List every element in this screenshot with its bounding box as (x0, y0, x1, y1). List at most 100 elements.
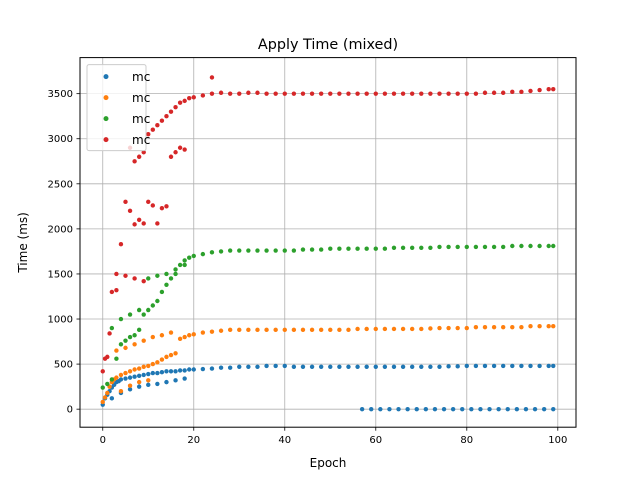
data-point (209, 329, 215, 334)
data-point (150, 303, 156, 308)
y-tick-label: 1500 (48, 269, 73, 280)
data-point (150, 361, 156, 367)
data-point (227, 327, 233, 333)
data-point (482, 363, 488, 369)
data-point (177, 100, 183, 105)
data-point (455, 244, 460, 250)
data-point (141, 150, 146, 155)
data-point (551, 243, 556, 249)
data-point (136, 366, 142, 371)
data-point (282, 327, 287, 333)
data-point (291, 91, 297, 96)
data-point (450, 406, 456, 412)
data-point (496, 406, 501, 412)
y-axis-label: Time (ms) (16, 212, 30, 274)
data-point (546, 243, 551, 249)
data-point (291, 248, 297, 253)
data-point (132, 276, 137, 281)
data-point (109, 289, 115, 295)
grid-layer (80, 57, 576, 428)
plot-frame (79, 57, 577, 428)
data-point (400, 245, 406, 251)
data-point (369, 406, 374, 412)
legend-marker-2 (103, 95, 109, 101)
data-point (382, 246, 388, 251)
data-point (273, 363, 278, 369)
data-point (200, 330, 206, 335)
data-point (255, 248, 260, 253)
data-point (141, 221, 146, 226)
data-point (237, 364, 242, 370)
data-point (391, 245, 397, 251)
legend-marker-4 (103, 137, 109, 143)
data-point (164, 354, 169, 360)
data-point (551, 406, 556, 412)
data-point (537, 243, 542, 249)
data-point (455, 364, 460, 369)
data-point (346, 246, 351, 251)
data-point (309, 91, 315, 96)
data-point (273, 248, 278, 253)
data-point (446, 364, 451, 369)
data-point (164, 113, 169, 119)
data-point (528, 88, 533, 94)
data-point (146, 199, 151, 205)
y-tick-label: 3000 (48, 134, 73, 145)
data-point (491, 90, 497, 95)
data-point (400, 91, 406, 96)
data-point (123, 376, 128, 381)
x-tick-label: 100 (548, 435, 567, 446)
data-point (373, 91, 378, 96)
data-point (455, 325, 460, 331)
data-point (309, 327, 315, 333)
data-point (155, 221, 160, 226)
data-point (227, 91, 233, 96)
data-point (255, 90, 260, 95)
data-point (510, 324, 515, 330)
data-point (237, 327, 242, 333)
data-point (328, 91, 333, 96)
data-point (182, 147, 187, 152)
data-point (146, 363, 151, 369)
data-point (282, 91, 287, 96)
data-point (218, 90, 224, 95)
data-point (127, 369, 133, 374)
data-point (136, 154, 142, 159)
data-point (209, 366, 215, 371)
data-point (359, 406, 365, 412)
data-point (114, 348, 119, 353)
data-point (182, 368, 187, 373)
data-point (505, 406, 510, 412)
data-point (187, 255, 192, 260)
data-point (409, 91, 415, 96)
data-point (373, 246, 378, 251)
data-point (364, 246, 369, 251)
data-point (177, 368, 183, 373)
legend-box (86, 64, 147, 152)
data-point (300, 247, 306, 252)
data-point (514, 406, 520, 412)
data-point (173, 271, 178, 277)
data-point (155, 298, 160, 304)
data-point (141, 364, 146, 370)
data-point (118, 388, 124, 394)
data-point (218, 328, 224, 333)
data-point (136, 379, 142, 385)
data-point (159, 289, 165, 295)
data-point (482, 90, 488, 95)
data-point (446, 244, 451, 250)
x-tick-label: 0 (100, 435, 106, 446)
y-tick-label: 2000 (48, 224, 73, 235)
data-point (364, 326, 369, 332)
data-point (246, 248, 251, 253)
data-point (255, 364, 260, 370)
data-point (159, 370, 165, 375)
data-point (246, 327, 251, 333)
data-point (150, 127, 156, 132)
data-point (355, 364, 360, 370)
data-point (409, 245, 415, 251)
data-point (200, 251, 206, 257)
data-point (546, 86, 551, 92)
data-point (473, 324, 479, 330)
